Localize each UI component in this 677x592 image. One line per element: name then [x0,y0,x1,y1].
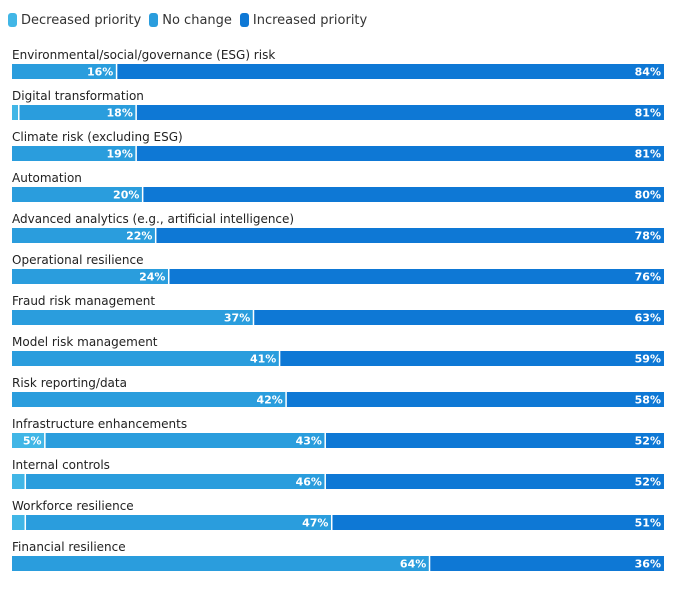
bar-segment[interactable] [116,64,664,79]
legend: Decreased priority No change Increased p… [8,10,375,30]
bar-segment[interactable] [12,392,286,407]
data-label: 47% [302,517,328,530]
bar-segment[interactable] [142,187,664,202]
legend-swatch-increased [239,13,249,27]
legend-swatch-no-change [149,13,159,27]
bar-segment[interactable] [12,515,26,530]
data-label: 19% [107,148,133,161]
data-label: 63% [635,312,661,325]
data-label: 5% [23,435,42,448]
category-label: Operational resilience [12,253,144,267]
segment-divider [135,105,137,120]
data-label: 43% [296,435,322,448]
segment-divider [24,474,27,489]
category-label: Environmental/social/governance (ESG) ri… [12,48,275,62]
bar-segment[interactable] [12,310,254,325]
legend-label-decreased: Decreased priority [21,12,142,28]
segment-divider [324,433,326,448]
bar-segment[interactable] [25,474,325,489]
category-label: Climate risk (excluding ESG) [12,130,183,144]
segment-divider [428,556,431,571]
category-label: Workforce resilience [12,499,134,513]
bar-segment[interactable] [429,556,664,571]
data-label: 41% [250,353,276,366]
segment-divider [24,515,27,530]
bar-segment[interactable] [18,105,136,120]
data-label: 80% [635,189,661,202]
data-label: 78% [635,230,661,243]
category-label: Model risk management [12,335,158,349]
data-label: 24% [139,271,165,284]
category-label: Fraud risk management [12,294,155,308]
legend-item-no-change[interactable]: No change [149,13,232,28]
bar-segment[interactable] [155,228,664,243]
category-label: Risk reporting/data [12,376,127,390]
bar-segment[interactable] [324,433,664,448]
bar-segment[interactable] [44,433,325,448]
legend-item-decreased[interactable]: Decreased priority [8,13,141,28]
bar-segment[interactable] [331,515,664,530]
data-label: 52% [635,435,661,448]
bar-segment[interactable] [12,105,19,120]
legend-label-increased: Increased priority [252,12,368,28]
data-label: 59% [635,353,661,366]
category-label: Advanced analytics (e.g., artificial int… [12,212,294,226]
bar-segment[interactable] [12,474,26,489]
data-label: 84% [635,66,661,79]
bar-segment[interactable] [285,392,664,407]
data-label: 81% [635,107,661,120]
data-label: 20% [113,189,139,202]
bar-segment[interactable] [135,146,664,161]
segment-divider [154,228,157,243]
data-label: 36% [635,558,661,571]
bar-segment[interactable] [279,351,664,366]
data-label: 37% [224,312,250,325]
segment-divider [324,474,326,489]
bar-segment[interactable] [12,187,143,202]
category-label: Financial resilience [12,540,126,554]
bar-segment[interactable] [12,433,45,448]
data-label: 81% [635,148,661,161]
data-label: 16% [87,66,113,79]
category-label: Digital transformation [12,89,144,103]
bar-segment[interactable] [168,269,665,284]
category-label: Automation [12,171,82,185]
bar-segment[interactable] [12,64,117,79]
bar-segment[interactable] [135,105,664,120]
category-label: Infrastructure enhancements [12,417,187,431]
segment-divider [115,64,118,79]
data-label: 46% [296,476,322,489]
data-label: 18% [107,107,133,120]
bar-segment[interactable] [253,310,665,325]
legend-item-increased[interactable]: Increased priority [239,12,368,28]
bar-segment[interactable] [12,269,169,284]
bar-segment[interactable] [12,228,156,243]
bar-segment[interactable] [12,146,136,161]
segment-divider [167,269,170,284]
bar-segment[interactable] [25,515,332,530]
segment-divider [285,392,287,407]
data-label: 58% [635,394,661,407]
data-label: 76% [635,271,661,284]
segment-divider [330,515,333,530]
bar-segment[interactable] [12,351,280,366]
data-label: 51% [635,517,661,530]
segment-divider [252,310,255,325]
data-label: 52% [635,476,661,489]
data-label: 42% [256,394,282,407]
segment-divider [44,433,46,448]
data-label: 22% [126,230,152,243]
legend-swatch-decreased [8,13,17,27]
data-label: 64% [400,558,426,571]
segment-divider [135,146,137,161]
bar-segment[interactable] [12,556,430,571]
segment-divider [141,187,144,202]
category-label: Internal controls [12,458,110,472]
legend-label-no-change: No change [162,12,232,28]
bar-segment[interactable] [324,474,664,489]
segment-divider [278,351,281,366]
segment-divider [18,105,20,120]
